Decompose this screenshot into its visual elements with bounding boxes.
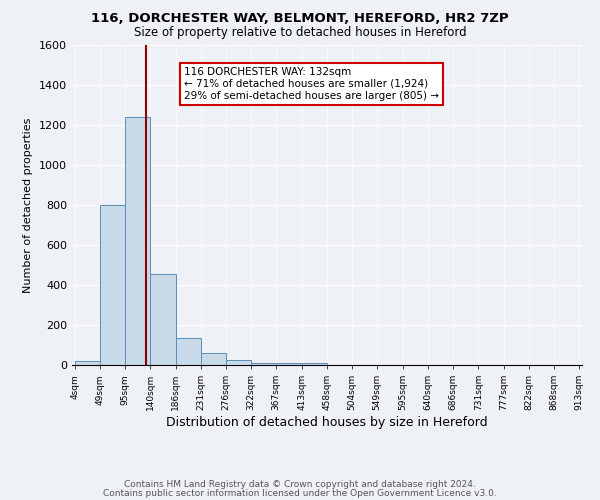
Text: Contains public sector information licensed under the Open Government Licence v3: Contains public sector information licen… [103, 489, 497, 498]
Bar [176, 338, 201, 365]
X-axis label: Distribution of detached houses by size in Hereford: Distribution of detached houses by size … [166, 416, 488, 429]
Text: Contains HM Land Registry data © Crown copyright and database right 2024.: Contains HM Land Registry data © Crown c… [124, 480, 476, 489]
Bar [226, 360, 251, 365]
Bar [75, 361, 100, 365]
Text: Size of property relative to detached houses in Hereford: Size of property relative to detached ho… [134, 26, 466, 39]
Bar [150, 274, 176, 365]
Bar [251, 362, 276, 365]
Bar [302, 364, 327, 365]
Bar [100, 205, 125, 365]
Bar [125, 117, 150, 365]
Y-axis label: Number of detached properties: Number of detached properties [23, 118, 34, 292]
Bar [276, 364, 302, 365]
Text: 116, DORCHESTER WAY, BELMONT, HEREFORD, HR2 7ZP: 116, DORCHESTER WAY, BELMONT, HEREFORD, … [91, 12, 509, 26]
Text: 116 DORCHESTER WAY: 132sqm
← 71% of detached houses are smaller (1,924)
29% of s: 116 DORCHESTER WAY: 132sqm ← 71% of deta… [184, 68, 439, 100]
Bar [201, 353, 226, 365]
